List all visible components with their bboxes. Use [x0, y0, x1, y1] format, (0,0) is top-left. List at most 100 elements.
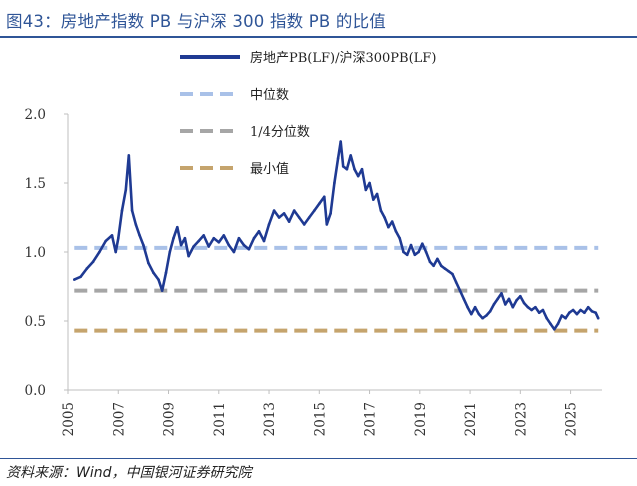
y-axis-ticks: 0.0 0.5 1.0 1.5 2.0 — [25, 107, 68, 399]
data-point — [545, 316, 548, 320]
reference-lines — [74, 245, 599, 333]
data-point — [496, 297, 500, 301]
data-point — [297, 216, 301, 219]
data-point — [212, 236, 216, 240]
data-point — [114, 250, 117, 254]
data-point — [313, 209, 316, 212]
data-point — [222, 234, 226, 237]
x-tick-label: 2009 — [162, 402, 178, 436]
data-point — [481, 316, 484, 320]
x-axis-ticks: 2005 2007 2009 2011 2013 2015 2017 2019 2021 2023… — [61, 390, 580, 436]
x-tick-label: 2015 — [312, 402, 328, 436]
data-point — [549, 322, 552, 326]
data-point — [537, 311, 541, 315]
data-point — [394, 230, 398, 233]
data-point — [477, 312, 481, 316]
data-point — [104, 239, 107, 243]
data-point — [405, 253, 409, 257]
data-point — [164, 271, 168, 274]
legend-label: 最小值 — [250, 161, 289, 177]
data-point — [443, 267, 447, 270]
series-layer — [73, 140, 600, 331]
data-point — [590, 310, 594, 313]
data-point — [287, 220, 291, 223]
data-point — [409, 243, 413, 247]
source-note: 资料来源：Wind，中国银河证券研究院 — [6, 465, 252, 481]
data-point — [560, 314, 564, 317]
data-point — [117, 236, 120, 240]
data-point — [568, 311, 571, 315]
data-point — [127, 154, 131, 157]
data-point — [372, 198, 375, 201]
data-point — [462, 297, 466, 301]
data-point — [73, 278, 76, 281]
data-point — [466, 305, 469, 309]
legend-label: 房地产PB(LF)/沪深300PB(LF) — [250, 50, 436, 66]
data-point — [138, 234, 141, 237]
data-point — [519, 294, 522, 298]
data-point — [252, 236, 256, 240]
data-point — [439, 264, 443, 268]
data-point — [586, 305, 590, 309]
data-point — [197, 239, 200, 243]
y-tick-label: 0.0 — [25, 383, 46, 399]
data-point — [541, 308, 545, 312]
data-point — [413, 253, 417, 257]
data-point — [168, 250, 172, 254]
data-point — [79, 275, 82, 279]
data-point — [417, 250, 420, 254]
data-point — [564, 316, 567, 320]
data-point — [492, 303, 496, 306]
data-point — [345, 167, 349, 171]
data-point — [329, 212, 332, 215]
data-point — [515, 299, 518, 302]
data-point — [375, 192, 379, 196]
legend-label: 中位数 — [250, 88, 289, 103]
data-point — [379, 209, 383, 212]
data-point — [192, 245, 195, 248]
data-point — [530, 308, 533, 312]
data-point — [257, 230, 261, 233]
data-point — [473, 305, 477, 309]
data-point — [470, 312, 473, 316]
x-tick-label: 2005 — [61, 402, 77, 436]
data-point — [436, 257, 439, 261]
data-point — [390, 220, 394, 223]
data-point — [364, 188, 368, 192]
main-series-line — [73, 140, 600, 331]
x-tick-label: 2023 — [513, 402, 529, 436]
data-point — [583, 311, 586, 315]
data-point — [183, 236, 187, 240]
data-point — [130, 209, 134, 212]
data-point — [458, 289, 462, 292]
data-point — [556, 322, 560, 326]
data-point — [134, 223, 138, 226]
footer-rule — [0, 458, 637, 459]
data-point — [120, 209, 124, 212]
data-point — [488, 310, 492, 313]
data-point — [336, 156, 340, 160]
data-point — [507, 297, 511, 301]
x-tick-label: 2007 — [111, 402, 127, 436]
data-point — [398, 236, 402, 240]
data-point — [160, 289, 164, 292]
data-point — [247, 247, 251, 251]
data-point — [124, 188, 128, 192]
data-point — [98, 250, 101, 254]
data-point — [500, 292, 503, 295]
data-point — [157, 278, 160, 281]
data-point — [91, 260, 95, 263]
data-point — [485, 314, 488, 317]
data-point — [421, 242, 424, 245]
data-point — [504, 303, 507, 306]
chart-title: 图43：房地产指数 PB 与沪深 300 指数 PB 的比值 — [6, 12, 386, 31]
data-point — [424, 250, 428, 254]
data-point — [356, 174, 360, 178]
data-point — [428, 260, 432, 263]
data-point — [454, 281, 458, 284]
data-point — [242, 243, 246, 247]
data-point — [402, 250, 405, 254]
data-point — [302, 223, 306, 226]
data-point — [152, 271, 155, 274]
data-point — [292, 209, 296, 212]
